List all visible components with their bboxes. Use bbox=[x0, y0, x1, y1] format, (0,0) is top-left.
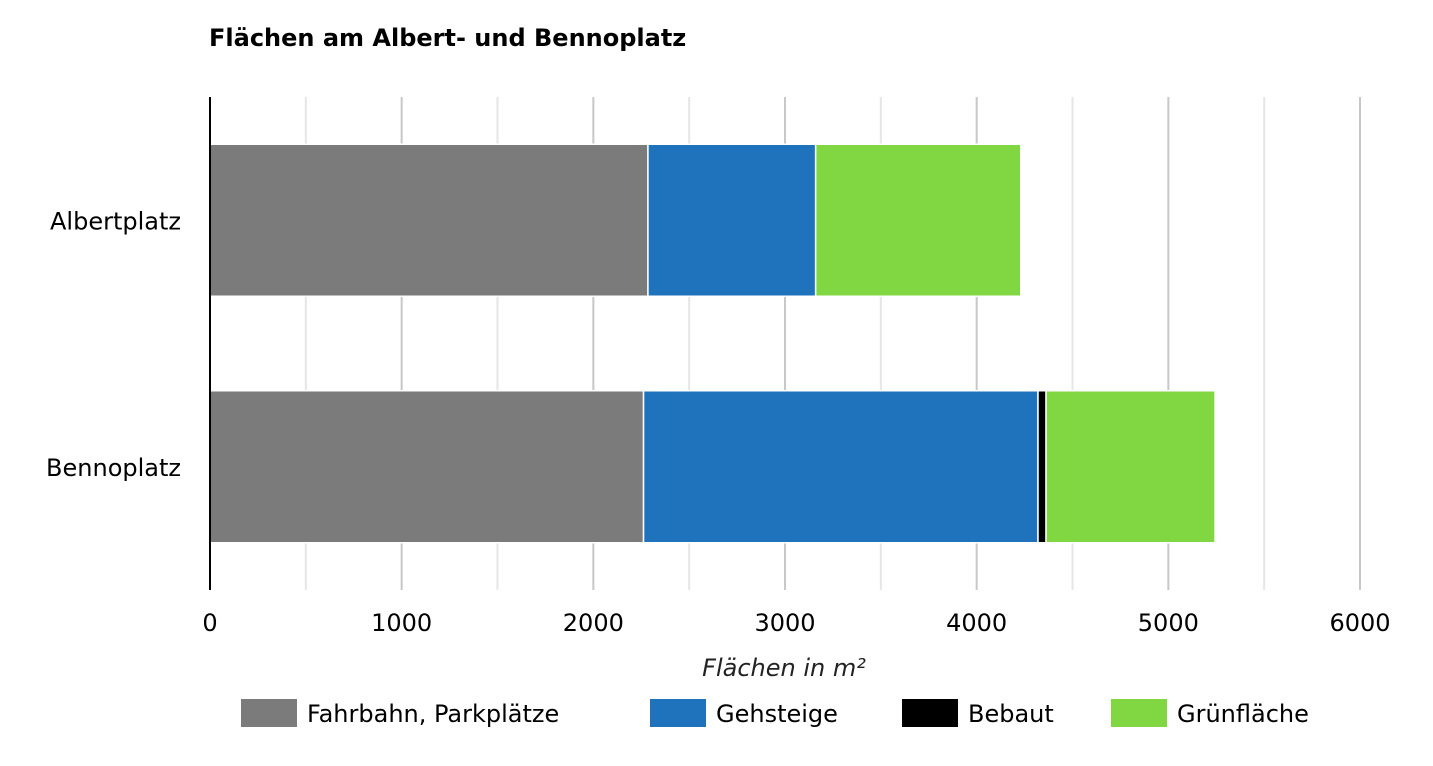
bars bbox=[209, 143, 1216, 544]
bar-segment bbox=[647, 143, 817, 297]
x-tick-label: 1000 bbox=[371, 609, 432, 637]
x-tick-label: 4000 bbox=[946, 609, 1007, 637]
legend-label: Gehsteige bbox=[716, 700, 838, 728]
legend-label: Bebaut bbox=[968, 700, 1054, 728]
legend-swatch bbox=[902, 699, 958, 727]
bar-segment bbox=[1037, 390, 1047, 544]
bar-segment bbox=[209, 143, 649, 297]
x-tick-label: 2000 bbox=[563, 609, 624, 637]
x-tick-label: 3000 bbox=[754, 609, 815, 637]
legend-swatch bbox=[650, 699, 706, 727]
legend-swatch bbox=[241, 699, 297, 727]
x-tick-labels: 0 1000 2000 3000 4000 5000 6000 bbox=[202, 609, 1390, 637]
x-tick-label: 0 bbox=[202, 609, 217, 637]
legend-label: Fahrbahn, Parkplätze bbox=[307, 700, 559, 728]
bar-segment bbox=[1045, 390, 1216, 544]
bar-segment bbox=[642, 390, 1039, 544]
bar-segment bbox=[814, 143, 1022, 297]
legend: Fahrbahn, Parkplätze Gehsteige Bebaut Grünf… bbox=[241, 699, 1309, 728]
x-tick-label: 5000 bbox=[1138, 609, 1199, 637]
category-label: Albertplatz bbox=[50, 207, 181, 235]
x-tick-label: 6000 bbox=[1329, 609, 1390, 637]
category-label: Bennoplatz bbox=[46, 454, 181, 482]
legend-swatch bbox=[1111, 699, 1167, 727]
legend-label: Grünfläche bbox=[1177, 700, 1309, 728]
bar-segment bbox=[209, 390, 645, 544]
x-axis-title: Flächen in m² bbox=[702, 654, 866, 682]
category-labels: Albertplatz Bennoplatz bbox=[46, 207, 181, 482]
chart-title: Flächen am Albert- und Bennoplatz bbox=[209, 24, 686, 52]
